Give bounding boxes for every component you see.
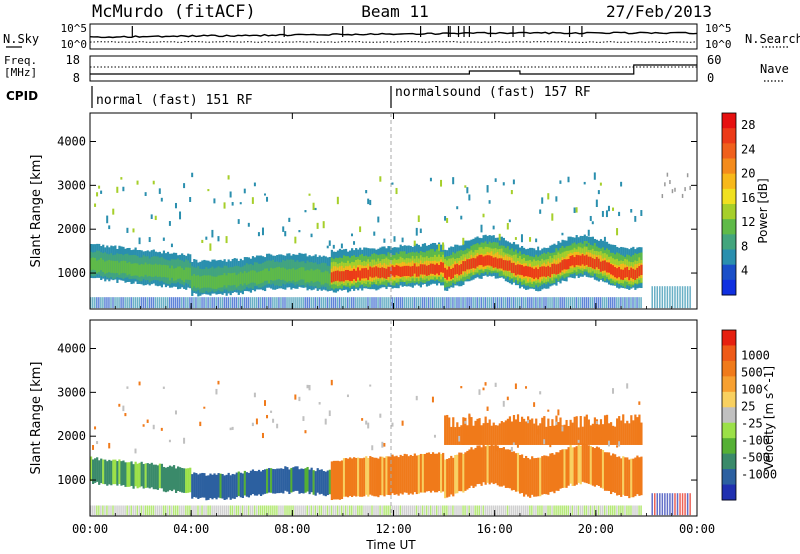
velocity-colorbar-swatch bbox=[722, 453, 736, 470]
time-tick-label: 08:00 bbox=[274, 522, 310, 536]
cpid-mode-1: normal (fast) 151 RF bbox=[96, 93, 253, 108]
power-colorbar-tick: 12 bbox=[741, 215, 755, 229]
range-tick-label: 3000 bbox=[57, 178, 86, 192]
power-colorbar-swatch bbox=[722, 113, 736, 129]
power-colorbar-swatch bbox=[722, 279, 736, 296]
velocity-colorbar-swatch bbox=[722, 330, 736, 346]
power-colorbar-swatch bbox=[722, 204, 736, 220]
power-colorbar-label: Power [dB] bbox=[756, 178, 770, 243]
power-colorbar-tick: 20 bbox=[741, 167, 755, 181]
power-colorbar-tick: 28 bbox=[741, 118, 755, 132]
time-axis-label: Time UT bbox=[365, 538, 416, 552]
velocity-colorbar-swatch bbox=[722, 345, 736, 362]
power-colorbar-swatch bbox=[722, 219, 736, 235]
nsky-tick-low: 10^0 bbox=[61, 38, 88, 51]
station-title: McMurdo (fitACF) bbox=[92, 2, 256, 22]
freq-tick-high: 18 bbox=[66, 53, 80, 67]
range-tick-label: 2000 bbox=[57, 222, 86, 236]
velocity-colorbar-swatch bbox=[722, 422, 736, 439]
velocity-colorbar-tick: -500 bbox=[741, 451, 770, 465]
nsearch-tick-high: 10^5 bbox=[705, 22, 732, 35]
power-colorbar-tick: 24 bbox=[741, 142, 755, 156]
cpid-mode-2: normalsound (fast) 157 RF bbox=[395, 85, 591, 100]
time-tick-label: 04:00 bbox=[173, 522, 209, 536]
velocity-ylabel: Slant Range [km] bbox=[29, 362, 44, 475]
time-tick-label: 20:00 bbox=[578, 522, 614, 536]
freq-line bbox=[90, 64, 697, 75]
range-tick-label: 1000 bbox=[57, 266, 86, 280]
cpid-row: CPID normal (fast) 151 RF normalsound (f… bbox=[6, 85, 591, 108]
velocity-colorbar-swatch bbox=[722, 438, 736, 455]
power-colorbar-swatch bbox=[722, 158, 736, 175]
velocity-colorbar-label: Velocity [m s^-1] bbox=[762, 366, 776, 470]
velocity-colorbar-tick: -100 bbox=[741, 434, 770, 448]
range-tick-label: 3000 bbox=[57, 385, 86, 399]
beam-title: Beam 11 bbox=[361, 2, 428, 21]
nave-label: Nave bbox=[760, 62, 789, 76]
power-colorbar-tick: 8 bbox=[741, 239, 748, 253]
time-tick-label: 00:00 bbox=[72, 522, 108, 536]
power-colorbar-swatch bbox=[722, 173, 736, 190]
time-axis: 00:00 04:00 08:00 12:00 16:00 20:00 00:00 bbox=[72, 113, 715, 536]
velocity-colorbar-swatch bbox=[722, 376, 736, 393]
freq-tick-low: 8 bbox=[73, 71, 80, 85]
power-colorbar-swatch bbox=[722, 128, 736, 144]
power-colorbar-swatch bbox=[722, 264, 736, 281]
range-tick-label: 4000 bbox=[57, 135, 86, 149]
date-title: 27/Feb/2013 bbox=[606, 2, 712, 21]
power-ylabel: Slant Range [km] bbox=[29, 155, 44, 268]
velocity-colorbar-tick: -1000 bbox=[741, 468, 777, 482]
power-colorbar-swatch bbox=[722, 143, 736, 159]
velocity-colorbar-swatch bbox=[722, 391, 736, 408]
velocity-colorbar-swatch bbox=[722, 469, 736, 486]
power-colorbar-swatch bbox=[722, 188, 736, 205]
velocity-panel: 1000 2000 3000 4000 Slant Range [km] 1000 50… bbox=[29, 319, 777, 517]
range-tick-label: 1000 bbox=[57, 473, 86, 487]
velocity-colorbar-tick: -25 bbox=[741, 417, 763, 431]
power-colorbar-swatch bbox=[722, 234, 736, 250]
time-tick-label: 00:00 bbox=[679, 522, 715, 536]
freq-label-bottom: [MHz] bbox=[4, 66, 37, 79]
nsearch-label: N.Search bbox=[745, 32, 800, 46]
cpid-label: CPID bbox=[6, 89, 38, 103]
power-colorbar-tick: 4 bbox=[741, 264, 748, 278]
velocity-colorbar-tick: 500 bbox=[741, 366, 763, 380]
nsearch-line bbox=[89, 41, 698, 43]
noise-panel: N.Sky 10^5 10^0 10^5 10^0 N.Search bbox=[3, 22, 800, 51]
velocity-colorbar-swatch bbox=[722, 360, 736, 377]
velocity-colorbar-swatch bbox=[722, 407, 736, 424]
nsearch-tick-low: 10^0 bbox=[705, 38, 732, 51]
velocity-colorbar-swatch bbox=[722, 484, 736, 501]
nsky-label: N.Sky bbox=[3, 32, 39, 46]
nsky-tick-high: 10^5 bbox=[61, 22, 88, 35]
velocity-colorbar-tick: 1000 bbox=[741, 349, 770, 363]
time-tick-label: 12:00 bbox=[375, 522, 411, 536]
nave-tick-high: 60 bbox=[707, 53, 721, 67]
nave-tick-low: 0 bbox=[707, 71, 714, 85]
range-tick-label: 2000 bbox=[57, 429, 86, 443]
time-tick-label: 16:00 bbox=[477, 522, 513, 536]
power-panel: 1000 2000 3000 4000 Slant Range [km] 4 8 12 16… bbox=[29, 112, 770, 310]
nsky-line bbox=[89, 31, 698, 39]
velocity-colorbar-tick: 100 bbox=[741, 383, 763, 397]
range-tick-label: 4000 bbox=[57, 342, 86, 356]
freq-label-top: Freq. bbox=[4, 54, 37, 67]
power-colorbar-swatch bbox=[722, 249, 736, 266]
power-colorbar-tick: 16 bbox=[741, 191, 755, 205]
velocity-colorbar-tick: 25 bbox=[741, 400, 755, 414]
freq-panel: Freq. [MHz] 18 8 60 0 Nave bbox=[4, 53, 789, 85]
